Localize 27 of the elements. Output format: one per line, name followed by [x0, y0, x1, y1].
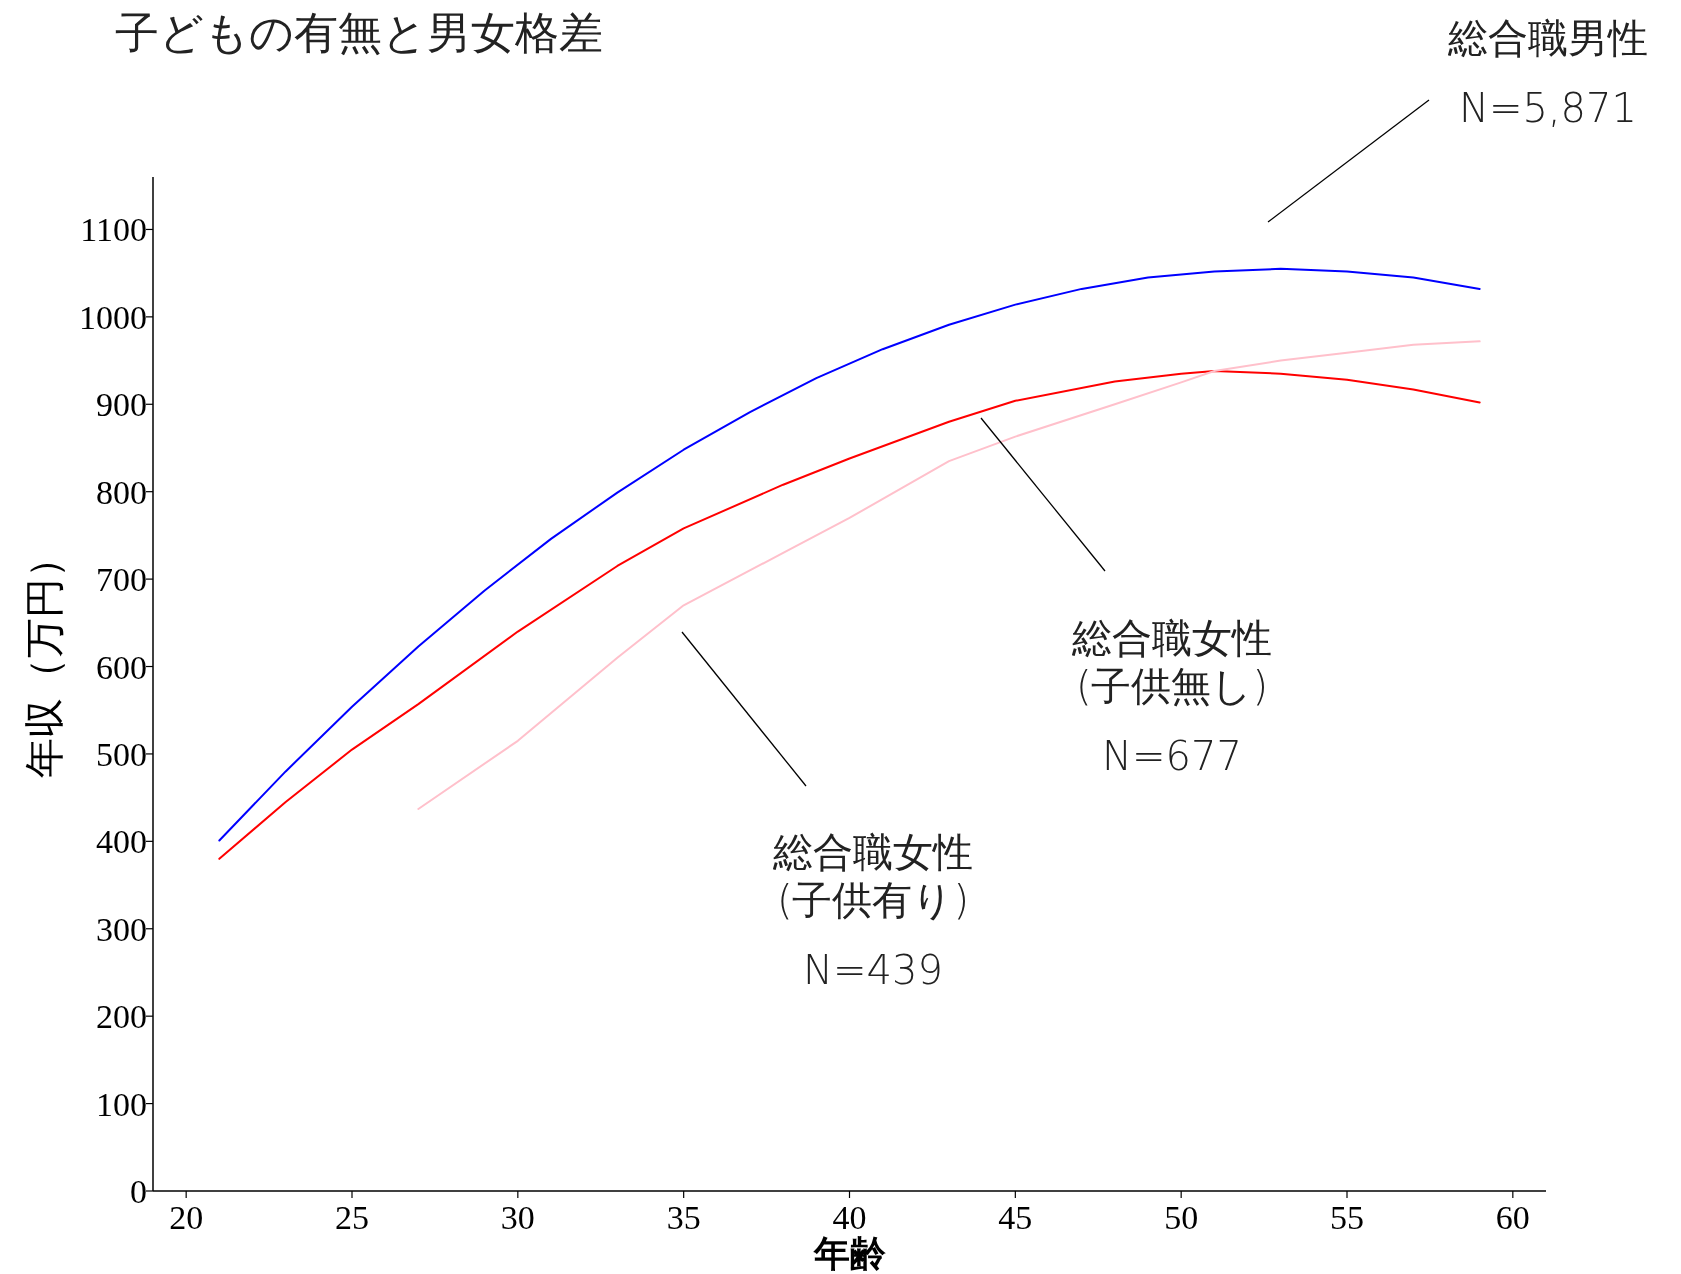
y-axis-title: 年収（万円） [21, 537, 67, 778]
annotation: 総合職女性 (子供有り) N=439 [773, 829, 973, 993]
y-tick-label: 600 [96, 648, 147, 686]
x-tick-label: 25 [335, 1199, 369, 1236]
x-tick-label: 20 [169, 1199, 204, 1236]
annotation: 総合職女性 (子供無し) N=677 [1072, 615, 1272, 779]
y-tick-label: 700 [96, 561, 147, 599]
y-tick-label: 500 [96, 735, 147, 773]
x-tick-label: 40 [832, 1199, 867, 1236]
y-tick-label: 400 [96, 823, 147, 861]
x-axis-title: 年齢 [812, 1233, 886, 1274]
y-tick-label: 200 [96, 998, 147, 1036]
x-tick-label: 55 [1330, 1199, 1364, 1236]
y-tick-label: 800 [96, 473, 147, 511]
x-tick-label: 35 [666, 1199, 701, 1236]
y-tick-label: 100 [96, 1085, 147, 1123]
x-tick-label: 45 [998, 1199, 1033, 1236]
chart-title: 子どもの有無と男女格差 [115, 7, 603, 58]
x-tick-label: 30 [500, 1199, 535, 1236]
annotation: 総合職男性 N=5,871 [1448, 15, 1648, 131]
y-tick-label: 1100 [80, 211, 147, 249]
x-tick-label: 60 [1495, 1199, 1530, 1236]
y-tick-label: 0 [130, 1173, 147, 1210]
y-tick-label: 1000 [79, 298, 147, 336]
y-tick-label: 300 [96, 910, 147, 948]
x-tick-label: 50 [1164, 1199, 1199, 1236]
y-tick-label: 900 [96, 386, 147, 424]
